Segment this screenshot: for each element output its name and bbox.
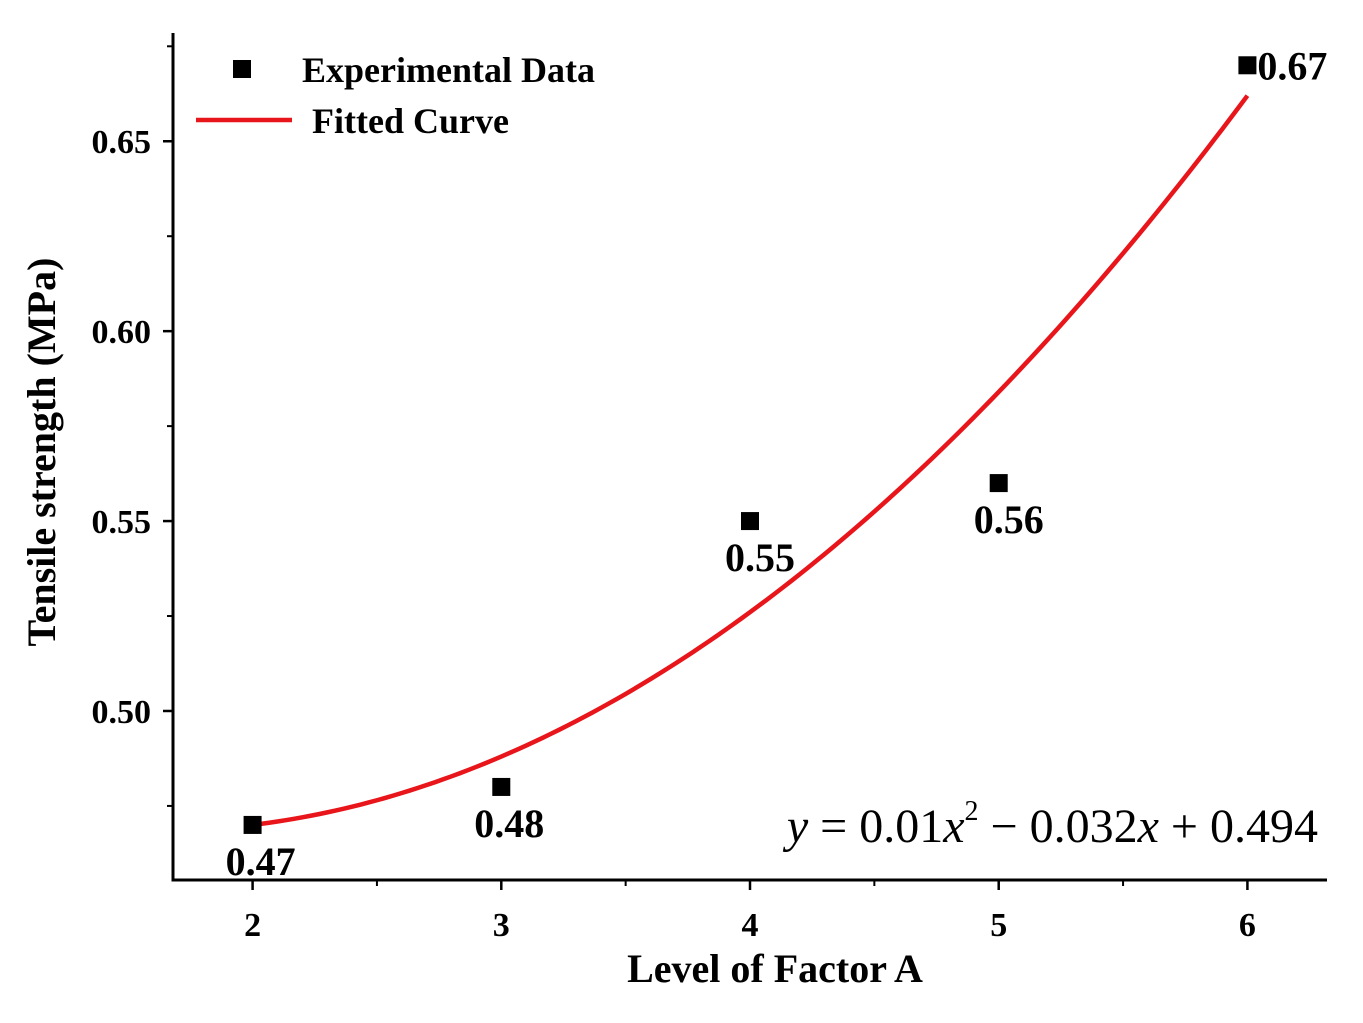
y-tick-label: 0.65 (92, 124, 152, 161)
x-tick-label: 5 (990, 907, 1007, 944)
data-point (1238, 56, 1257, 75)
data-point (741, 512, 759, 531)
legend-fitted-curve: Fitted Curve (312, 101, 509, 141)
y-tick-label: 0.55 (92, 504, 152, 541)
data-point-label: 0.47 (226, 839, 296, 884)
x-tick-label: 6 (1239, 907, 1256, 944)
equation-coef-b: − 0.032 (979, 800, 1138, 853)
data-point (989, 474, 1008, 493)
legend: Experimental Data Fitted Curve (196, 50, 595, 141)
data-point-label: 0.48 (474, 801, 544, 846)
legend-square-marker (233, 60, 251, 78)
equation-exponent: 2 (965, 796, 979, 827)
data-point (243, 815, 262, 834)
fitted-curve-line (252, 94, 1250, 828)
equation-lhs: y (782, 800, 809, 853)
data-point-label: 0.67 (1257, 43, 1327, 88)
x-axis-title: Level of Factor A (627, 946, 923, 991)
axis-ticks: 0.50 0.55 0.60 0.65 2 3 4 5 6 (92, 45, 1256, 944)
equation-coef-a: = 0.01 (808, 800, 943, 853)
y-axis-title: Tensile strength (MPa) (19, 258, 64, 647)
y-tick-label: 0.50 (92, 694, 152, 731)
equation-constant: + 0.494 (1159, 800, 1318, 853)
x-tick-label: 3 (493, 907, 510, 944)
data-labels-layer: 0.47 0.48 0.55 0.56 0.67 (226, 43, 1328, 884)
y-tick-label: 0.60 (92, 314, 152, 351)
equation-x-squared: x (942, 800, 964, 853)
legend-experimental-data: Experimental Data (302, 50, 595, 90)
fitted-curve-layer (252, 94, 1250, 828)
equation-x-linear: x (1137, 800, 1159, 853)
data-points-layer (243, 56, 1257, 834)
x-tick-label: 4 (742, 907, 759, 944)
data-point (492, 777, 511, 796)
data-point-label: 0.55 (725, 535, 795, 580)
fit-equation: y = 0.01x2 − 0.032x + 0.494 (782, 796, 1318, 853)
data-point-label: 0.56 (974, 497, 1044, 542)
x-tick-label: 2 (244, 907, 261, 944)
axes (171, 33, 1327, 882)
